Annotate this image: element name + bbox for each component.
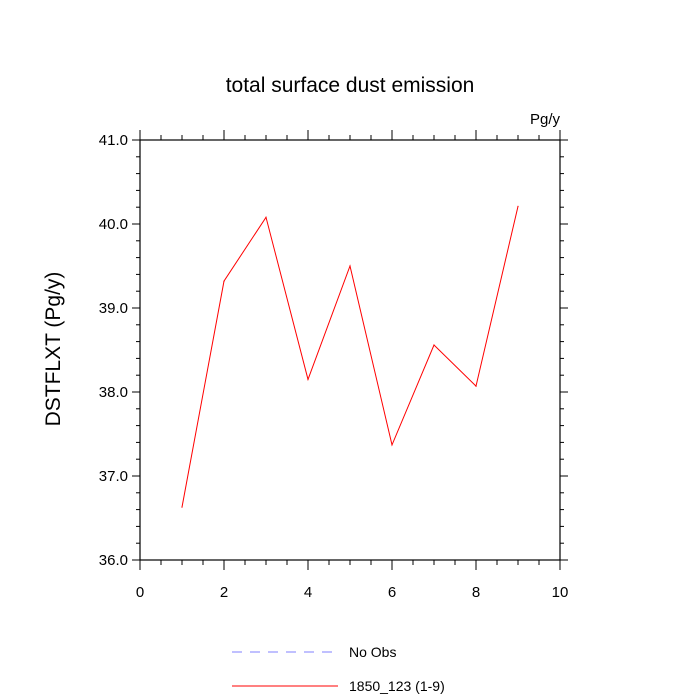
x-tick-label: 4 (304, 584, 312, 601)
y-tick-label: 36.0 (99, 552, 128, 569)
x-tick-label: 2 (220, 584, 228, 601)
data-point (433, 344, 435, 346)
x-tick-label: 8 (472, 584, 480, 601)
x-tick-label: 0 (136, 584, 144, 601)
x-tick-label: 10 (552, 584, 569, 601)
x-tick-label: 6 (388, 584, 396, 601)
series (181, 205, 519, 508)
data-point (475, 385, 477, 387)
data-point (223, 280, 225, 282)
y-tick-label: 40.0 (99, 216, 128, 233)
legend: No Obs 1850_123 (1-9) (232, 644, 445, 694)
legend-label: No Obs (349, 644, 396, 660)
x-ticks: 0 2 4 6 8 10 (136, 130, 569, 601)
data-point (307, 378, 309, 380)
data-point (517, 205, 519, 207)
axes (139, 139, 561, 561)
legend-label: 1850_123 (1-9) (349, 678, 445, 694)
y-tick-label: 39.0 (99, 300, 128, 317)
data-point (265, 216, 267, 218)
data-point (391, 444, 393, 446)
y-axis-label: DSTFLXT (Pg/y) (42, 272, 65, 427)
data-point (349, 265, 351, 267)
y-tick-label: 41.0 (99, 132, 128, 149)
plot-frame (139, 139, 561, 561)
y-ticks: 36.0 37.0 38.0 39.0 40.0 41.0 (99, 132, 568, 569)
y-tick-label: 38.0 (99, 384, 128, 401)
units-label: Pg/y (530, 111, 561, 128)
series-line-0 (181, 206, 519, 508)
chart-title: total surface dust emission (226, 74, 475, 97)
y-tick-label: 37.0 (99, 468, 128, 485)
data-point (181, 506, 183, 508)
